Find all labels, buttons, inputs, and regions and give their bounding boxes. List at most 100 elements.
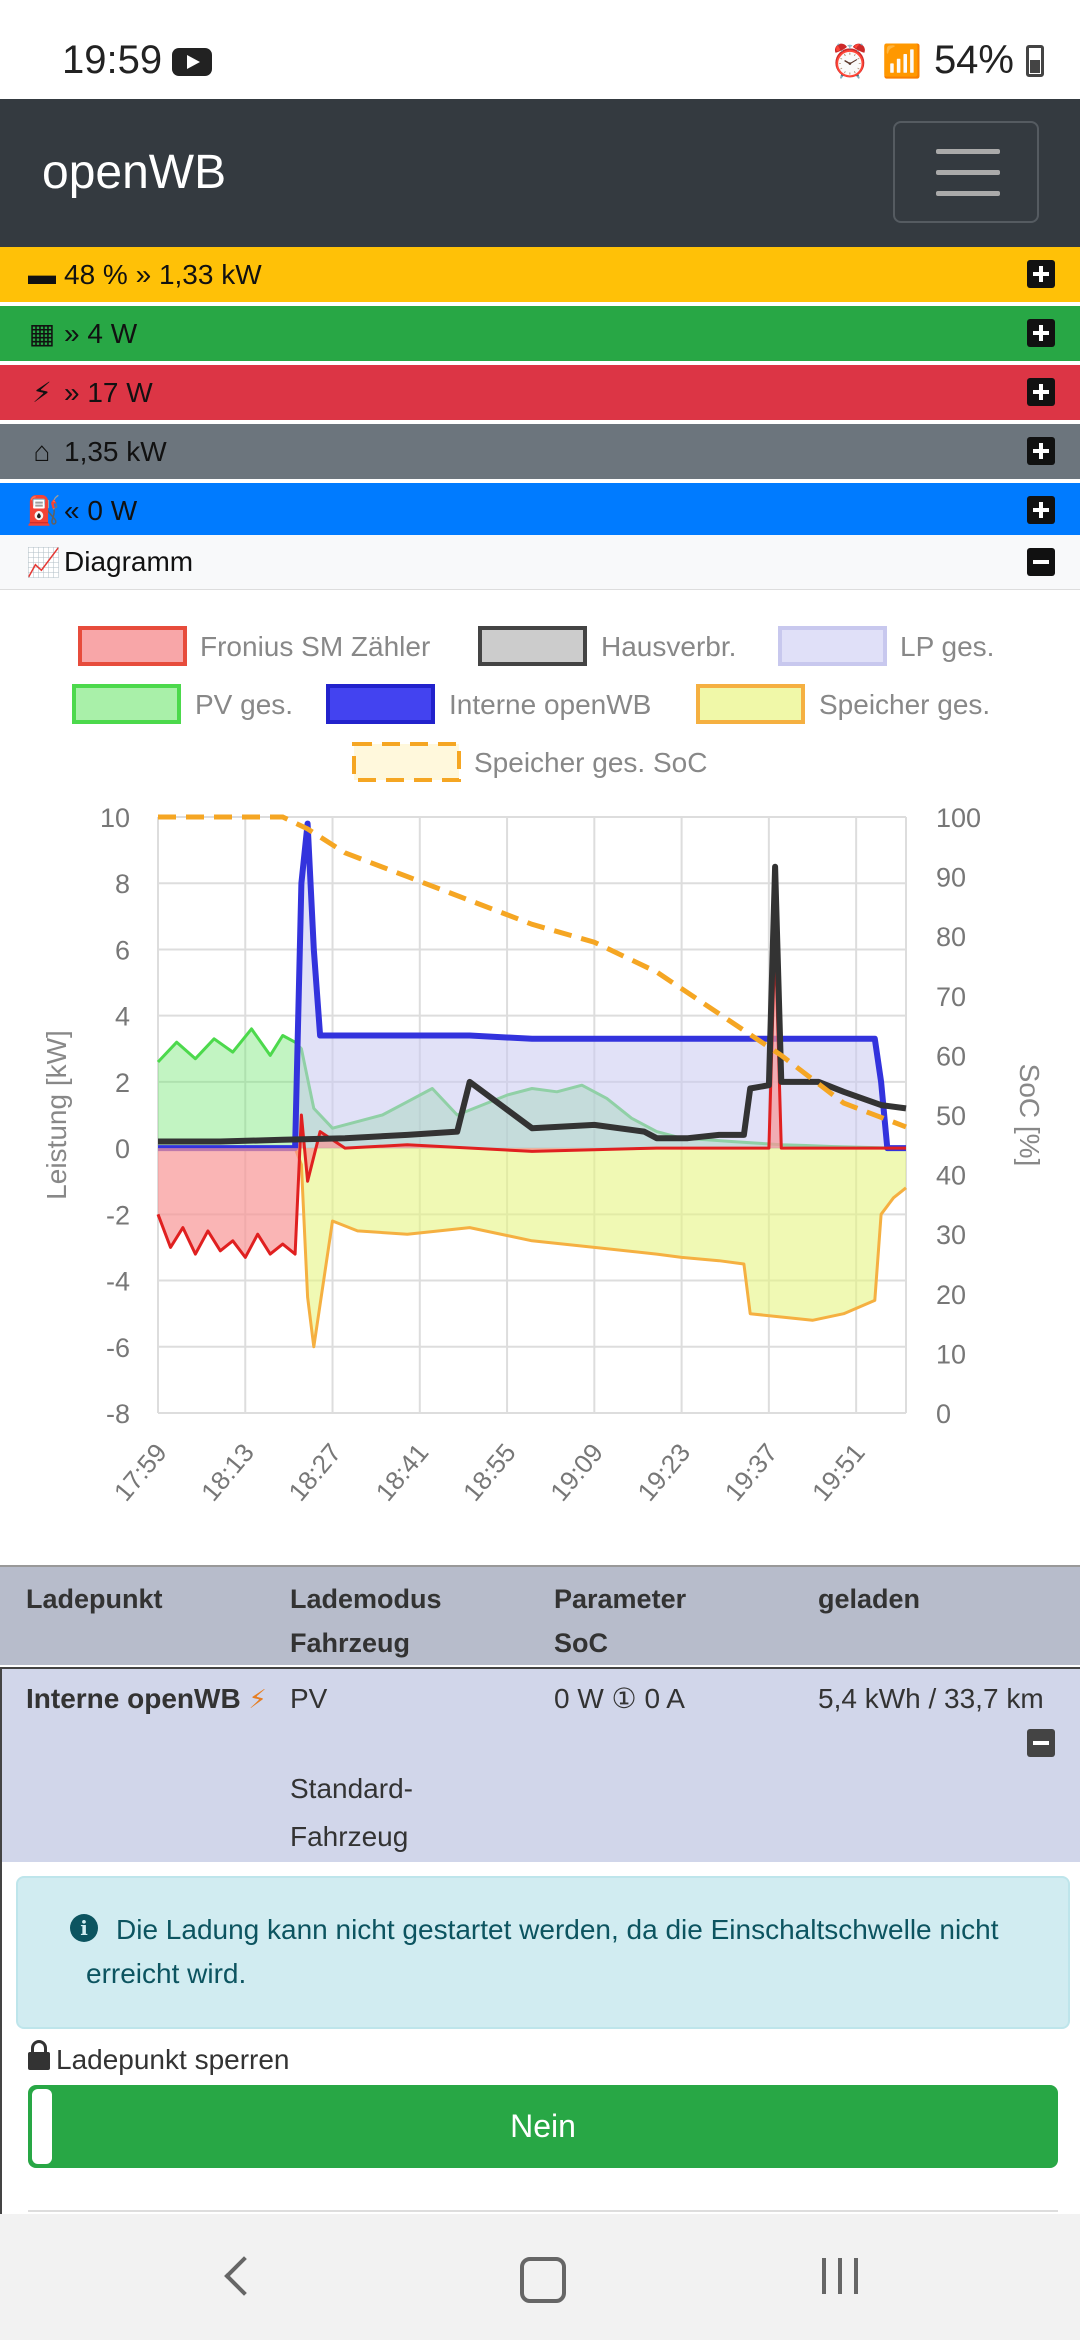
y2-tick-label: 50 bbox=[936, 1101, 966, 1131]
battery-overview-text: 48 % » 1,33 kW bbox=[64, 258, 262, 290]
series-line-lp-ges- bbox=[158, 820, 906, 1152]
y-tick-label: 4 bbox=[115, 1002, 130, 1032]
legend-label: LP ges. bbox=[900, 631, 994, 662]
x-tick-label: 19:51 bbox=[806, 1438, 871, 1507]
chargepoint-detail: Die Ladung kann nicht gestartet werden, … bbox=[0, 1862, 1080, 2214]
table-row[interactable]: Interne openWB ⚡ PV Standard- Fahrzeug 0 … bbox=[0, 1667, 1080, 1862]
series-line-fronius-sm-z-hler bbox=[156, 931, 906, 1259]
area-chart-icon: 📈 bbox=[26, 546, 61, 578]
charge-parameters: 0 W ① 0 A bbox=[554, 1683, 685, 1714]
y2-tick-label: 10 bbox=[936, 1339, 966, 1369]
battery-icon bbox=[1026, 44, 1044, 77]
y2-tick-label: 100 bbox=[936, 803, 981, 833]
battery-icon: ▬ bbox=[28, 258, 56, 290]
grid-overview-bar[interactable]: ⚡ » 17 W bbox=[0, 365, 1080, 420]
info-alert: Die Ladung kann nicht gestartet werden, … bbox=[16, 1876, 1070, 2029]
y2-tick-label: 30 bbox=[936, 1220, 966, 1250]
wifi-icon: 📶 bbox=[882, 42, 922, 79]
battery-percentage: 54% bbox=[933, 38, 1014, 82]
x-tick-label: 18:41 bbox=[370, 1438, 435, 1507]
lock-toggle-button[interactable]: Nein bbox=[28, 2085, 1058, 2168]
x-tick-label: 19:37 bbox=[719, 1438, 784, 1507]
menu-toggle-button[interactable] bbox=[893, 121, 1039, 223]
header-lademodus: Lademodus Fahrzeug bbox=[290, 1584, 442, 1658]
x-tick-label: 19:09 bbox=[544, 1438, 609, 1507]
y2-tick-label: 80 bbox=[936, 922, 966, 952]
y2-tick-label: 20 bbox=[936, 1280, 966, 1310]
home-icon: ⌂ bbox=[33, 435, 51, 467]
grid-overview-text: » 17 W bbox=[64, 376, 153, 408]
expand-plus-icon[interactable] bbox=[1027, 496, 1055, 524]
power-chart: Fronius SM Zähler Hausverbr. LP ges. PV ges… bbox=[0, 590, 1080, 1560]
collapse-minus-icon[interactable] bbox=[1027, 1729, 1055, 1757]
back-icon[interactable] bbox=[210, 2254, 270, 2304]
collapse-minus-icon[interactable] bbox=[1027, 548, 1055, 576]
legend-label: Speicher ges. bbox=[819, 689, 990, 720]
legend-label: Speicher ges. SoC bbox=[474, 747, 707, 778]
y-tick-label: 6 bbox=[115, 935, 130, 965]
power-chart-svg: Fronius SM Zähler Hausverbr. LP ges. PV ges… bbox=[41, 626, 1045, 1507]
legend-label: Interne openWB bbox=[449, 689, 651, 720]
status-icons: ⏰ 📶 54% bbox=[830, 38, 1044, 83]
header-ladepunkt: Ladepunkt bbox=[26, 1584, 163, 1614]
hamburger-line bbox=[936, 149, 1000, 154]
pv-overview-bar[interactable]: ▦ » 4 W bbox=[0, 306, 1080, 361]
diagram-header-bar[interactable]: 📈 Diagramm bbox=[0, 535, 1080, 590]
toggle-knob bbox=[32, 2089, 52, 2164]
header-geladen: geladen bbox=[818, 1584, 921, 1614]
lock-toggle-label: Nein bbox=[510, 2108, 576, 2144]
x-tick-label: 19:23 bbox=[631, 1438, 696, 1507]
charging-station-icon: ⛽ bbox=[26, 495, 61, 526]
battery-overview-bar[interactable]: ▬ 48 % » 1,33 kW bbox=[0, 247, 1080, 302]
series-line-speicher-soc bbox=[158, 814, 907, 1130]
series-area-fronius-sm-z-hler bbox=[158, 932, 906, 1258]
navbar: openWB bbox=[0, 99, 1080, 247]
legend-label: PV ges. bbox=[195, 689, 293, 720]
legend-swatch bbox=[352, 742, 461, 782]
y2-tick-label: 40 bbox=[936, 1161, 966, 1191]
x-tick-label: 18:13 bbox=[195, 1438, 260, 1507]
y2-tick-label: 90 bbox=[936, 863, 966, 893]
clock: 19:59 bbox=[62, 38, 163, 82]
recent-apps-icon[interactable] bbox=[810, 2254, 870, 2304]
youtube-icon bbox=[172, 48, 212, 76]
vehicle-name: Standard- Fahrzeug bbox=[290, 1773, 413, 1852]
chargepoint-name: Interne openWB ⚡ bbox=[26, 1683, 267, 1714]
legend-swatch bbox=[72, 684, 181, 724]
legend-swatch bbox=[696, 684, 805, 724]
hamburger-line bbox=[936, 191, 1000, 196]
expand-plus-icon[interactable] bbox=[1027, 378, 1055, 406]
house-overview-bar[interactable]: ⌂ 1,35 kW bbox=[0, 424, 1080, 479]
brand-logo[interactable]: openWB bbox=[42, 146, 227, 199]
home-button-icon[interactable] bbox=[510, 2254, 570, 2304]
hamburger-line bbox=[936, 170, 1000, 175]
x-tick-label: 18:55 bbox=[457, 1438, 522, 1507]
lock-label: Ladepunkt sperren bbox=[28, 2040, 290, 2076]
power-tower-icon: ⚡ bbox=[32, 377, 52, 408]
series-line-hausverbr- bbox=[158, 863, 907, 1145]
y2-tick-label: 70 bbox=[936, 982, 966, 1012]
y-tick-label: -6 bbox=[106, 1333, 130, 1363]
alert-text: Die Ladung kann nicht gestartet werden, … bbox=[86, 1914, 999, 1989]
chargepoint-table-header: Ladepunkt Lademodus Fahrzeug Parameter SoC… bbox=[0, 1565, 1080, 1665]
y2-tick-label: 0 bbox=[936, 1399, 951, 1429]
expand-plus-icon[interactable] bbox=[1027, 260, 1055, 288]
y-tick-label: -8 bbox=[106, 1399, 130, 1429]
y-tick-label: -4 bbox=[106, 1267, 130, 1297]
status-bar: 19:59 ⏰ 📶 54% bbox=[0, 0, 1080, 99]
expand-plus-icon[interactable] bbox=[1027, 437, 1055, 465]
legend-label: Hausverbr. bbox=[601, 631, 736, 662]
legend-swatch bbox=[78, 626, 187, 666]
chargepoint-overview-bar[interactable]: ⛽ « 0 W bbox=[0, 483, 1080, 538]
y-tick-label: 8 bbox=[115, 869, 130, 899]
house-overview-text: 1,35 kW bbox=[64, 435, 167, 467]
pv-overview-text: » 4 W bbox=[64, 317, 138, 349]
series-area-lp-ges- bbox=[158, 823, 906, 1149]
y2-axis-label: SoC [%] bbox=[1014, 1064, 1045, 1167]
y-tick-label: 10 bbox=[100, 803, 130, 833]
diagram-header-text: Diagramm bbox=[64, 546, 194, 577]
expand-plus-icon[interactable] bbox=[1027, 319, 1055, 347]
charged-energy: 5,4 kWh / 33,7 km bbox=[818, 1683, 1044, 1714]
plug-icon: ⚡ bbox=[248, 1684, 267, 1714]
header-parameter: Parameter SoC bbox=[554, 1584, 687, 1658]
